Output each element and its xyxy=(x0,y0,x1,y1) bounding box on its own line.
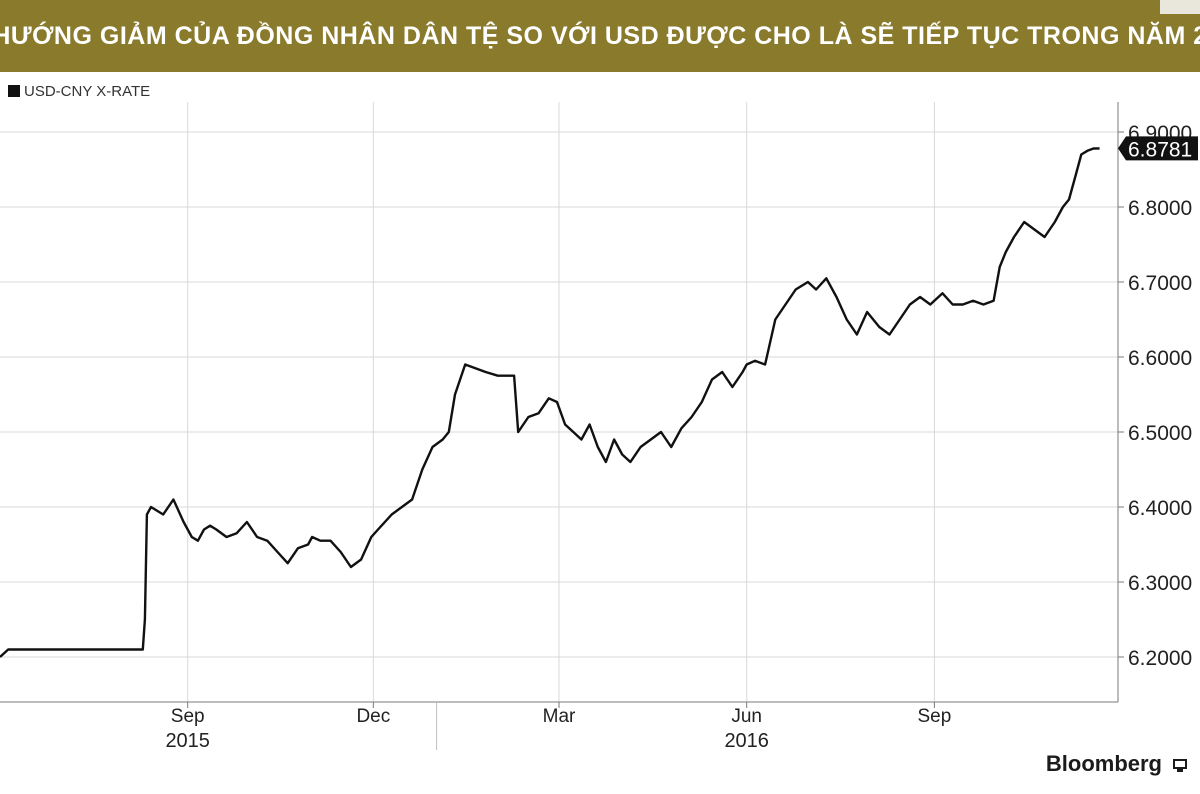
x-tick-label: Sep xyxy=(171,706,205,727)
y-tick-label: 6.6000 xyxy=(1128,347,1192,370)
page-title: XU HƯỚNG GIẢM CỦA ĐỒNG NHÂN DÂN TỆ SO VỚ… xyxy=(0,21,1200,50)
y-tick-label: 6.4000 xyxy=(1128,497,1192,520)
line-chart: 6.2000 6.3000 6.4000 6.5000 6.6000 6.7000 6.80… xyxy=(0,83,1198,752)
year-label: 2015 xyxy=(165,730,210,752)
legend-swatch xyxy=(8,85,20,97)
y-tick-label: 6.3000 xyxy=(1128,572,1192,595)
legend-label: USD-CNY X-RATE xyxy=(24,83,150,100)
chart-frame: 6.2000 6.3000 6.4000 6.5000 6.6000 6.7000 6.80… xyxy=(0,72,1200,789)
last-value-tag xyxy=(1118,136,1198,161)
last-value-label: 6.8781 xyxy=(1128,138,1192,161)
y-tick-label: 6.8000 xyxy=(1128,197,1192,220)
series-line xyxy=(0,147,1100,658)
x-tick-label: Jun xyxy=(731,706,762,727)
banner-corner xyxy=(1160,0,1200,14)
y-tick-label: 6.5000 xyxy=(1128,422,1192,445)
y-tick-label: 6.7000 xyxy=(1128,272,1192,295)
year-label: 2016 xyxy=(724,730,769,752)
x-tick-label: Dec xyxy=(356,706,390,727)
bloomberg-terminal-icon xyxy=(1173,759,1187,772)
x-tick-label: Mar xyxy=(543,706,576,727)
title-banner: XU HƯỚNG GIẢM CỦA ĐỒNG NHÂN DÂN TỆ SO VỚ… xyxy=(0,0,1200,72)
bloomberg-logo: Bloomberg xyxy=(1045,751,1162,776)
x-tick-label: Sep xyxy=(917,706,951,727)
y-tick-label: 6.2000 xyxy=(1128,647,1192,670)
